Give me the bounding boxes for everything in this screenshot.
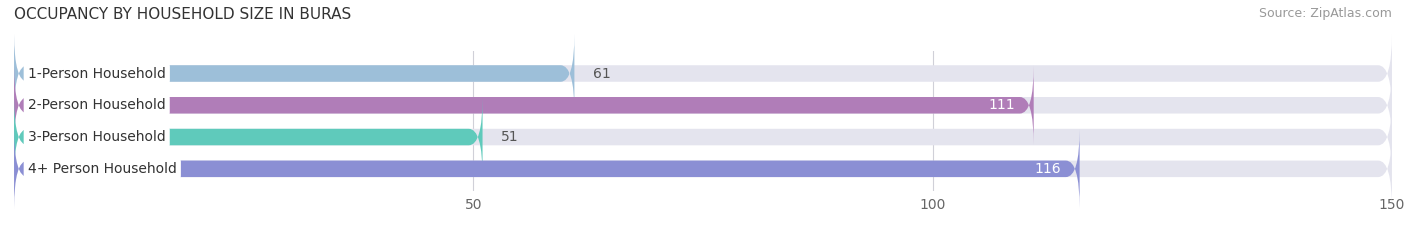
FancyBboxPatch shape — [14, 129, 1080, 208]
Text: 51: 51 — [501, 130, 519, 144]
FancyBboxPatch shape — [14, 66, 1033, 145]
FancyBboxPatch shape — [14, 129, 1392, 208]
FancyBboxPatch shape — [14, 34, 575, 113]
FancyBboxPatch shape — [14, 66, 1392, 145]
Text: 116: 116 — [1035, 162, 1062, 176]
Text: 61: 61 — [593, 66, 610, 80]
FancyBboxPatch shape — [14, 98, 1392, 176]
Text: 1-Person Household: 1-Person Household — [28, 66, 166, 80]
Text: OCCUPANCY BY HOUSEHOLD SIZE IN BURAS: OCCUPANCY BY HOUSEHOLD SIZE IN BURAS — [14, 7, 352, 22]
FancyBboxPatch shape — [14, 34, 1392, 113]
Text: 4+ Person Household: 4+ Person Household — [28, 162, 177, 176]
Text: 111: 111 — [988, 98, 1015, 112]
Text: 2-Person Household: 2-Person Household — [28, 98, 166, 112]
Text: Source: ZipAtlas.com: Source: ZipAtlas.com — [1258, 7, 1392, 20]
Text: 3-Person Household: 3-Person Household — [28, 130, 166, 144]
FancyBboxPatch shape — [14, 98, 482, 176]
